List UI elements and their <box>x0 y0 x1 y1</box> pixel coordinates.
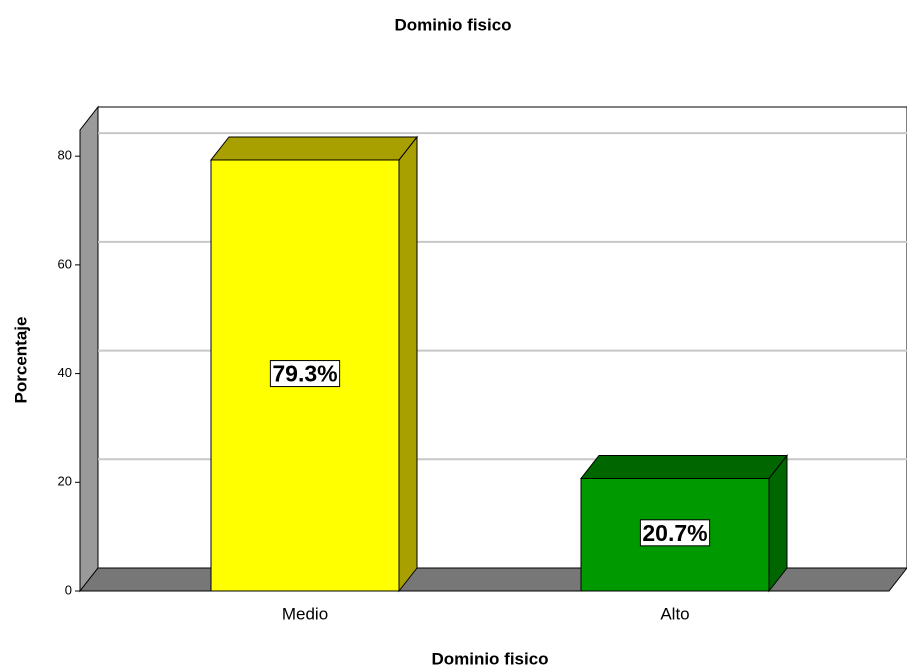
data-label: 79.3% <box>272 361 337 387</box>
data-label-box <box>269 360 341 388</box>
y-axis-title: Porcentaje <box>11 317 30 404</box>
y-tick-label: 0 <box>65 582 72 597</box>
x-tick-label: Medio <box>282 604 328 623</box>
y-tick-label: 40 <box>58 365 72 380</box>
y-tick-label: 20 <box>58 474 72 489</box>
left-wall <box>79 105 99 593</box>
bar-top <box>209 136 419 161</box>
bar-side <box>398 135 418 593</box>
x-axis-title: Dominio fisico <box>431 649 548 668</box>
data-label: 20.7% <box>642 520 707 546</box>
data-label-box <box>639 519 711 547</box>
y-tick-label: 60 <box>58 256 72 271</box>
bar-top <box>579 454 789 479</box>
chart-title: Dominio fisico <box>394 15 511 34</box>
y-tick-label: 80 <box>58 148 72 163</box>
x-tick-label: Alto <box>660 604 689 623</box>
